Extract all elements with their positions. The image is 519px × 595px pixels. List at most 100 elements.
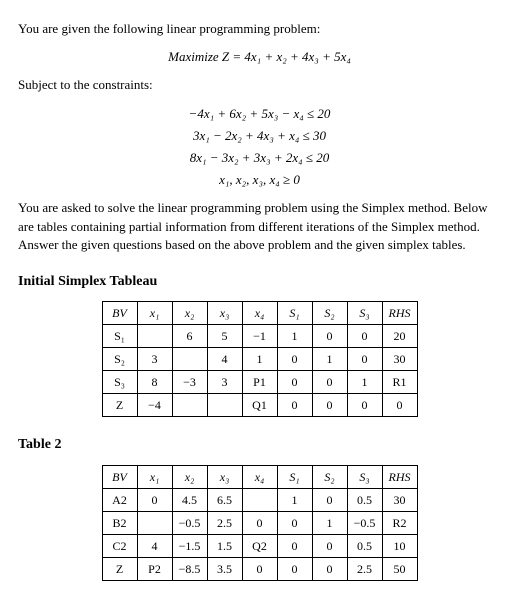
- cell: [242, 489, 277, 512]
- col-x1: x₁: [137, 302, 172, 325]
- section-table-2: Table 2: [18, 435, 501, 455]
- cell: 4: [137, 535, 172, 558]
- cell: 30: [382, 348, 417, 371]
- table-row: A2 0 4.5 6.5 1 0 0.5 30: [102, 489, 417, 512]
- cell: R1: [382, 371, 417, 394]
- constraint-2: 3x₁ − 2x₂ + 4x₃ + x₄ ≤ 30: [18, 127, 501, 145]
- col-x2: x₂: [172, 302, 207, 325]
- cell: 0: [312, 489, 347, 512]
- col-x1: x₁: [137, 466, 172, 489]
- cell: [172, 394, 207, 417]
- subject-to-label: Subject to the constraints:: [18, 76, 501, 94]
- table-row: Z P2 −8.5 3.5 0 0 0 2.5 50: [102, 558, 417, 581]
- cell: 1: [347, 371, 382, 394]
- cell: 3: [207, 371, 242, 394]
- cell: 0: [277, 535, 312, 558]
- cell: 1: [277, 325, 312, 348]
- cell: 0: [242, 512, 277, 535]
- cell: R2: [382, 512, 417, 535]
- cell: 0: [312, 558, 347, 581]
- col-s2: S₂: [312, 466, 347, 489]
- cell: P1: [242, 371, 277, 394]
- table-header-row: BV x₁ x₂ x₃ x₄ S₁ S₂ S₃ RHS: [102, 466, 417, 489]
- col-s3: S₃: [347, 302, 382, 325]
- cell: 0: [312, 394, 347, 417]
- cell: [172, 348, 207, 371]
- cell: 0: [312, 371, 347, 394]
- cell: Z: [102, 394, 137, 417]
- cell: 0: [312, 325, 347, 348]
- cell: 8: [137, 371, 172, 394]
- cell: 1: [312, 348, 347, 371]
- col-s1: S₁: [277, 466, 312, 489]
- cell: 0: [277, 512, 312, 535]
- cell: 10: [382, 535, 417, 558]
- table-row: B2 −0.5 2.5 0 0 1 −0.5 R2: [102, 512, 417, 535]
- section-initial-tableau: Initial Simplex Tableau: [18, 272, 501, 292]
- col-x4: x₄: [242, 466, 277, 489]
- cell: 2.5: [207, 512, 242, 535]
- cell: 0: [347, 394, 382, 417]
- col-x4: x₄: [242, 302, 277, 325]
- cell: S₂: [102, 348, 137, 371]
- cell: Q2: [242, 535, 277, 558]
- cell: −4: [137, 394, 172, 417]
- objective-eq: Maximize Z = 4x₁ + x₂ + 4x₃ + 5x₄: [168, 49, 351, 64]
- explain-text: You are asked to solve the linear progra…: [18, 199, 501, 254]
- cell: C2: [102, 535, 137, 558]
- cell: 0: [347, 325, 382, 348]
- cell: 0.5: [347, 535, 382, 558]
- cell: 3: [137, 348, 172, 371]
- cell: 6: [172, 325, 207, 348]
- simplex-table-2: BV x₁ x₂ x₃ x₄ S₁ S₂ S₃ RHS A2 0 4.5 6.5…: [102, 465, 418, 581]
- col-bv: BV: [102, 466, 137, 489]
- cell: 0: [277, 558, 312, 581]
- constraint-3: 8x₁ − 3x₂ + 3x₃ + 2x₄ ≤ 20: [18, 149, 501, 167]
- cell: [137, 512, 172, 535]
- col-x2: x₂: [172, 466, 207, 489]
- cell: 0: [277, 394, 312, 417]
- cell: 1.5: [207, 535, 242, 558]
- cell: −3: [172, 371, 207, 394]
- constraint-4: x₁, x₂, x₃, x₄ ≥ 0: [18, 171, 501, 189]
- cell: 0.5: [347, 489, 382, 512]
- col-rhs: RHS: [382, 302, 417, 325]
- cell: 1: [242, 348, 277, 371]
- cell: −1: [242, 325, 277, 348]
- col-s2: S₂: [312, 302, 347, 325]
- cell: 20: [382, 325, 417, 348]
- cell: 0: [277, 371, 312, 394]
- cell: 0: [347, 348, 382, 371]
- cell: −8.5: [172, 558, 207, 581]
- table-row: C2 4 −1.5 1.5 Q2 0 0 0.5 10: [102, 535, 417, 558]
- cell: 0: [242, 558, 277, 581]
- cell: 0: [312, 535, 347, 558]
- table-row: S₃ 8 −3 3 P1 0 0 1 R1: [102, 371, 417, 394]
- cell: S₁: [102, 325, 137, 348]
- cell: −0.5: [172, 512, 207, 535]
- col-s1: S₁: [277, 302, 312, 325]
- cell: 50: [382, 558, 417, 581]
- cell: 4: [207, 348, 242, 371]
- cell: 0: [382, 394, 417, 417]
- col-x3: x₃: [207, 466, 242, 489]
- cell: 5: [207, 325, 242, 348]
- cell: [137, 325, 172, 348]
- cell: 1: [277, 489, 312, 512]
- cell: 30: [382, 489, 417, 512]
- cell: 3.5: [207, 558, 242, 581]
- table-header-row: BV x₁ x₂ x₃ x₄ S₁ S₂ S₃ RHS: [102, 302, 417, 325]
- cell: Q1: [242, 394, 277, 417]
- cell: 4.5: [172, 489, 207, 512]
- col-rhs: RHS: [382, 466, 417, 489]
- cell: 0: [277, 348, 312, 371]
- table-row: S₁ 6 5 −1 1 0 0 20: [102, 325, 417, 348]
- cell: P2: [137, 558, 172, 581]
- col-s3: S₃: [347, 466, 382, 489]
- col-x3: x₃: [207, 302, 242, 325]
- cell: A2: [102, 489, 137, 512]
- cell: B2: [102, 512, 137, 535]
- objective-function: Maximize Z = 4x₁ + x₂ + 4x₃ + 5x₄: [18, 48, 501, 66]
- table-row: Z −4 Q1 0 0 0 0: [102, 394, 417, 417]
- col-bv: BV: [102, 302, 137, 325]
